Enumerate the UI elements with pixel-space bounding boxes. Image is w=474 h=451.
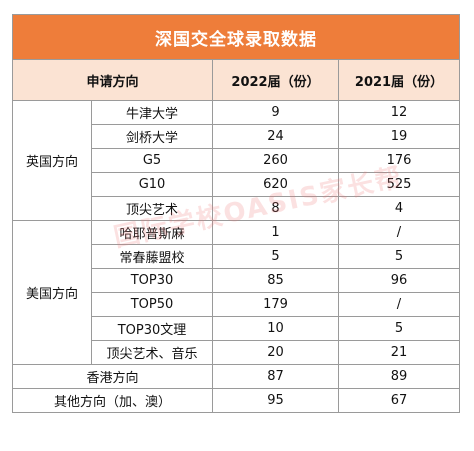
table-row: 英国方向 牛津大学 9 12 (12, 100, 460, 221)
table-row: 香港方向 87 89 (12, 364, 460, 389)
value-2022: 8 (212, 196, 339, 221)
admissions-table: 深国交全球录取数据 申请方向 2022届（份） 2021届（份） 英国方向 牛津… (12, 14, 460, 413)
header-direction: 申请方向 (12, 59, 213, 101)
admissions-table-container: 深国交全球录取数据 申请方向 2022届（份） 2021届（份） 英国方向 牛津… (12, 14, 460, 440)
row-label: 常春藤盟校 (91, 244, 213, 269)
row-label: 哈耶普斯麻 (91, 220, 213, 245)
value-2022: 87 (212, 364, 339, 389)
value-2022: 1 (212, 220, 339, 245)
row-label-other: 其他方向（加、澳） (12, 388, 213, 413)
value-2022: 24 (212, 124, 339, 149)
table-row: 其他方向（加、澳） 95 67 (12, 388, 460, 413)
table-row: 顶尖艺术 8 4 (13, 196, 460, 221)
value-2021: 5 (338, 244, 460, 269)
row-label: TOP30文理 (91, 316, 213, 341)
value-2022: 260 (212, 148, 339, 173)
value-2022: 620 (212, 172, 339, 197)
value-2021: / (338, 292, 460, 317)
table-row: 顶尖艺术、音乐 20 21 (13, 340, 460, 365)
group-label-uk: 英国方向 (12, 100, 92, 221)
table-row: TOP30文理 10 5 (13, 316, 460, 341)
row-label: 剑桥大学 (91, 124, 213, 149)
header-2021: 2021届（份） (338, 59, 460, 101)
table-row: G5 260 176 (13, 148, 460, 173)
value-2021: 89 (338, 364, 460, 389)
value-2021: 67 (338, 388, 460, 413)
table-title: 深国交全球录取数据 (12, 14, 460, 60)
value-2022: 179 (212, 292, 339, 317)
header-row: 申请方向 2022届（份） 2021届（份） (12, 59, 460, 101)
value-2021: 96 (338, 268, 460, 293)
value-2022: 85 (212, 268, 339, 293)
row-label-hongkong: 香港方向 (12, 364, 213, 389)
title-row: 深国交全球录取数据 (12, 14, 460, 60)
row-label: G5 (91, 148, 213, 173)
table-row: 剑桥大学 24 19 (13, 124, 460, 149)
row-label: TOP30 (91, 268, 213, 293)
row-label: G10 (91, 172, 213, 197)
value-2022: 9 (212, 100, 339, 125)
value-2021: 4 (338, 196, 460, 221)
group-label-us: 美国方向 (12, 220, 92, 365)
table-row: 美国方向 哈耶普斯麻 1 / (12, 220, 460, 365)
value-2021: 5 (338, 316, 460, 341)
value-2021: / (338, 220, 460, 245)
table-row: TOP30 85 96 (13, 268, 460, 293)
value-2021: 12 (338, 100, 460, 125)
header-2022: 2022届（份） (212, 59, 339, 101)
row-label: TOP50 (91, 292, 213, 317)
value-2022: 5 (212, 244, 339, 269)
value-2022: 95 (212, 388, 339, 413)
value-2021: 525 (338, 172, 460, 197)
value-2022: 10 (212, 316, 339, 341)
row-label: 牛津大学 (91, 100, 213, 125)
value-2021: 176 (338, 148, 460, 173)
value-2021: 19 (338, 124, 460, 149)
value-2022: 20 (212, 340, 339, 365)
table-row: G10 620 525 (13, 172, 460, 197)
value-2021: 21 (338, 340, 460, 365)
row-label: 顶尖艺术 (91, 196, 213, 221)
row-label: 顶尖艺术、音乐 (91, 340, 213, 365)
